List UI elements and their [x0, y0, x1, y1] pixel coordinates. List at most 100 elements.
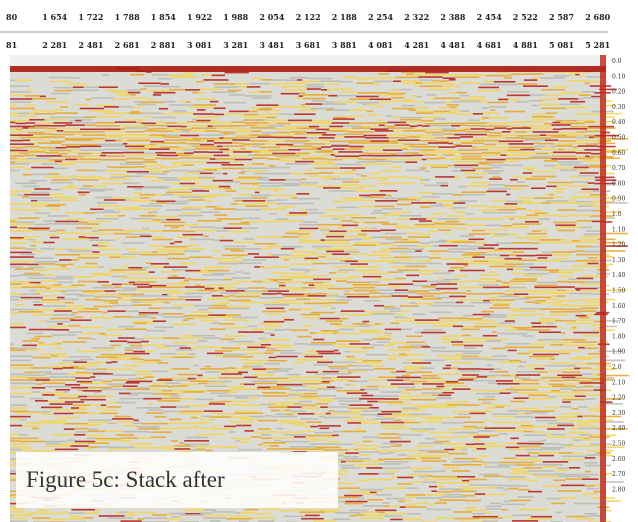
- reflection: [31, 338, 40, 340]
- reflection: [416, 322, 442, 324]
- reflection: [536, 153, 541, 155]
- reflection: [394, 317, 405, 319]
- reflection: [462, 449, 467, 451]
- reflection: [104, 149, 129, 151]
- reflection: [511, 125, 523, 127]
- reflection: [313, 147, 322, 149]
- reflection: [249, 92, 259, 94]
- reflection: [77, 351, 99, 353]
- reflection: [301, 86, 307, 88]
- reflection: [554, 75, 570, 77]
- reflection: [316, 332, 333, 334]
- reflection: [134, 101, 140, 103]
- reflection: [99, 178, 106, 180]
- reflection: [494, 249, 499, 251]
- reflection: [224, 125, 246, 127]
- reflection: [302, 325, 313, 327]
- reflection: [197, 157, 210, 159]
- reflection: [489, 117, 509, 119]
- reflection: [239, 187, 245, 189]
- reflection: [386, 195, 392, 197]
- reflection: [64, 428, 75, 430]
- reflection: [449, 251, 465, 253]
- reflection: [568, 437, 583, 439]
- reflection: [210, 194, 231, 196]
- reflection: [222, 164, 244, 166]
- reflection: [403, 130, 425, 132]
- reflection: [553, 167, 574, 169]
- reflection: [518, 413, 526, 415]
- reflection: [184, 161, 207, 163]
- reflection: [97, 242, 109, 244]
- reflection: [175, 129, 192, 131]
- reflection: [545, 112, 557, 114]
- reflection: [538, 143, 554, 145]
- reflection: [167, 258, 189, 260]
- reflection: [409, 109, 417, 111]
- reflection: [504, 77, 512, 79]
- reflection: [516, 459, 540, 461]
- reflection: [276, 132, 290, 134]
- reflection: [238, 372, 248, 374]
- reflection: [75, 161, 101, 163]
- reflection: [106, 362, 111, 364]
- reflection: [454, 518, 479, 520]
- reflection: [392, 295, 409, 297]
- reflection: [279, 285, 286, 287]
- reflection: [442, 86, 461, 88]
- reflection: [153, 320, 166, 322]
- reflection: [192, 335, 215, 337]
- reflection: [339, 218, 344, 220]
- reflection: [547, 252, 552, 254]
- reflection: [529, 298, 535, 300]
- reflection: [385, 513, 407, 515]
- reflection: [217, 206, 223, 208]
- reflection: [227, 391, 237, 393]
- reflection: [541, 89, 565, 91]
- reflection: [428, 404, 448, 406]
- reflection: [125, 382, 139, 384]
- reflection: [355, 242, 371, 244]
- reflection: [525, 296, 530, 298]
- reflection: [168, 277, 185, 279]
- reflection: [420, 182, 425, 184]
- reflection: [151, 436, 166, 438]
- reflection: [370, 281, 380, 283]
- reflection: [469, 479, 487, 481]
- reflection: [185, 278, 191, 280]
- reflection: [465, 500, 481, 502]
- reflection: [370, 344, 384, 346]
- reflection: [357, 102, 379, 104]
- reflection: [179, 147, 188, 149]
- reflection: [265, 179, 270, 181]
- reflection: [107, 166, 114, 168]
- time-label: 0.20: [612, 89, 626, 96]
- reflection: [358, 92, 363, 94]
- reflection: [487, 377, 496, 379]
- reflection: [440, 338, 448, 340]
- reflection: [507, 154, 531, 156]
- reflection: [518, 509, 537, 511]
- reflection: [83, 155, 100, 157]
- reflection: [373, 210, 382, 212]
- reflection: [492, 303, 512, 305]
- reflection: [118, 326, 134, 328]
- reflection: [390, 441, 411, 443]
- reflection: [247, 170, 266, 172]
- reflection: [244, 164, 252, 166]
- reflection: [318, 228, 331, 230]
- reflection: [476, 458, 481, 460]
- reflection: [244, 377, 257, 379]
- reflection: [415, 395, 433, 397]
- reflection: [573, 341, 597, 343]
- reflection: [385, 428, 411, 430]
- reflection: [408, 290, 430, 292]
- reflection: [287, 86, 300, 88]
- reflection: [403, 518, 411, 520]
- reflection: [284, 259, 289, 261]
- reflection: [461, 110, 470, 112]
- reflection: [173, 110, 187, 112]
- reflection: [422, 375, 437, 377]
- reflection: [490, 299, 514, 301]
- reflection: [365, 389, 379, 391]
